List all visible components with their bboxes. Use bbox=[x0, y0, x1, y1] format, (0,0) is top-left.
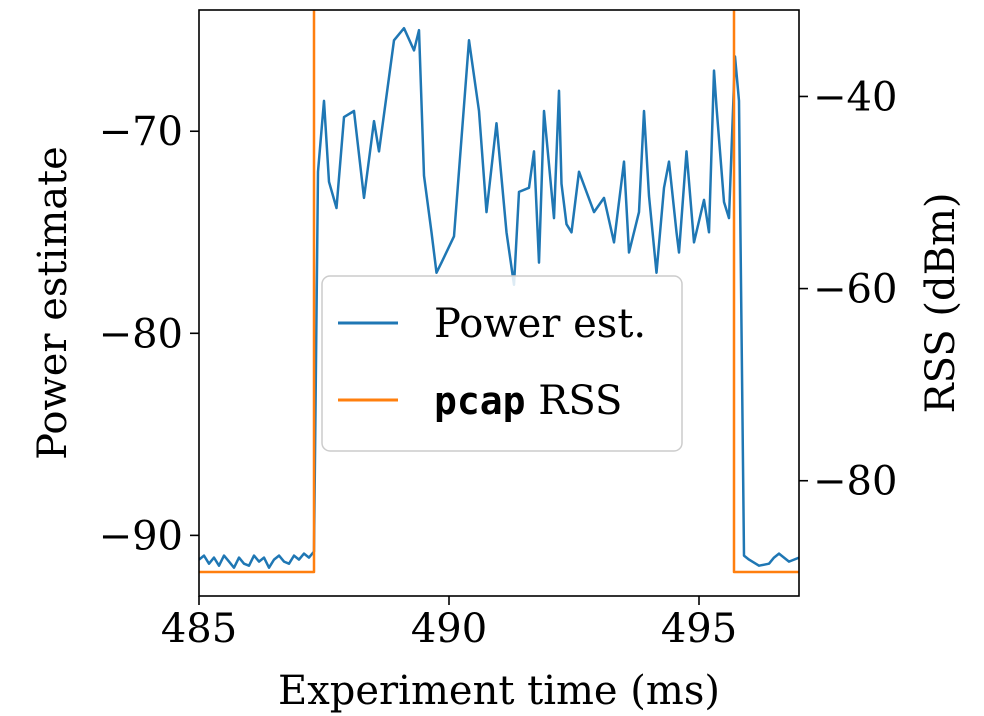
x-axis: 485 490 495 bbox=[161, 596, 737, 652]
x-axis-label: Experiment time (ms) bbox=[278, 668, 720, 714]
legend-label-rss-text: RSS bbox=[526, 378, 623, 424]
legend: Power est. pcap RSS bbox=[321, 275, 683, 452]
x-tick-label: 490 bbox=[411, 606, 487, 652]
legend-box bbox=[321, 275, 683, 452]
y-axis-right-label: RSS (dBm) bbox=[918, 192, 964, 413]
legend-label-power: Power est. bbox=[434, 301, 646, 347]
y-right-tick-label: −40 bbox=[813, 74, 897, 120]
plot-series-layer bbox=[199, 10, 799, 574]
legend-label-rss: pcap RSS bbox=[434, 378, 622, 424]
series-rss-line bbox=[199, 10, 799, 574]
y-left-tick-label: −90 bbox=[99, 513, 183, 559]
series-power-line bbox=[199, 26, 799, 569]
y-right-tick-label: −80 bbox=[813, 459, 897, 505]
y-axis-left-label: Power estimate bbox=[30, 146, 76, 460]
y-axis-left: −70 −80 −90 bbox=[99, 109, 199, 559]
x-tick-label: 485 bbox=[161, 606, 237, 652]
y-right-tick-label: −60 bbox=[813, 267, 897, 313]
y-left-tick-label: −70 bbox=[99, 109, 183, 155]
y-axis-right: −40 −60 −80 bbox=[799, 74, 897, 505]
legend-label-rss-mono: pcap bbox=[434, 379, 526, 423]
x-tick-label: 495 bbox=[661, 606, 737, 652]
y-left-tick-label: −80 bbox=[99, 311, 183, 357]
plot-frame bbox=[198, 9, 800, 597]
